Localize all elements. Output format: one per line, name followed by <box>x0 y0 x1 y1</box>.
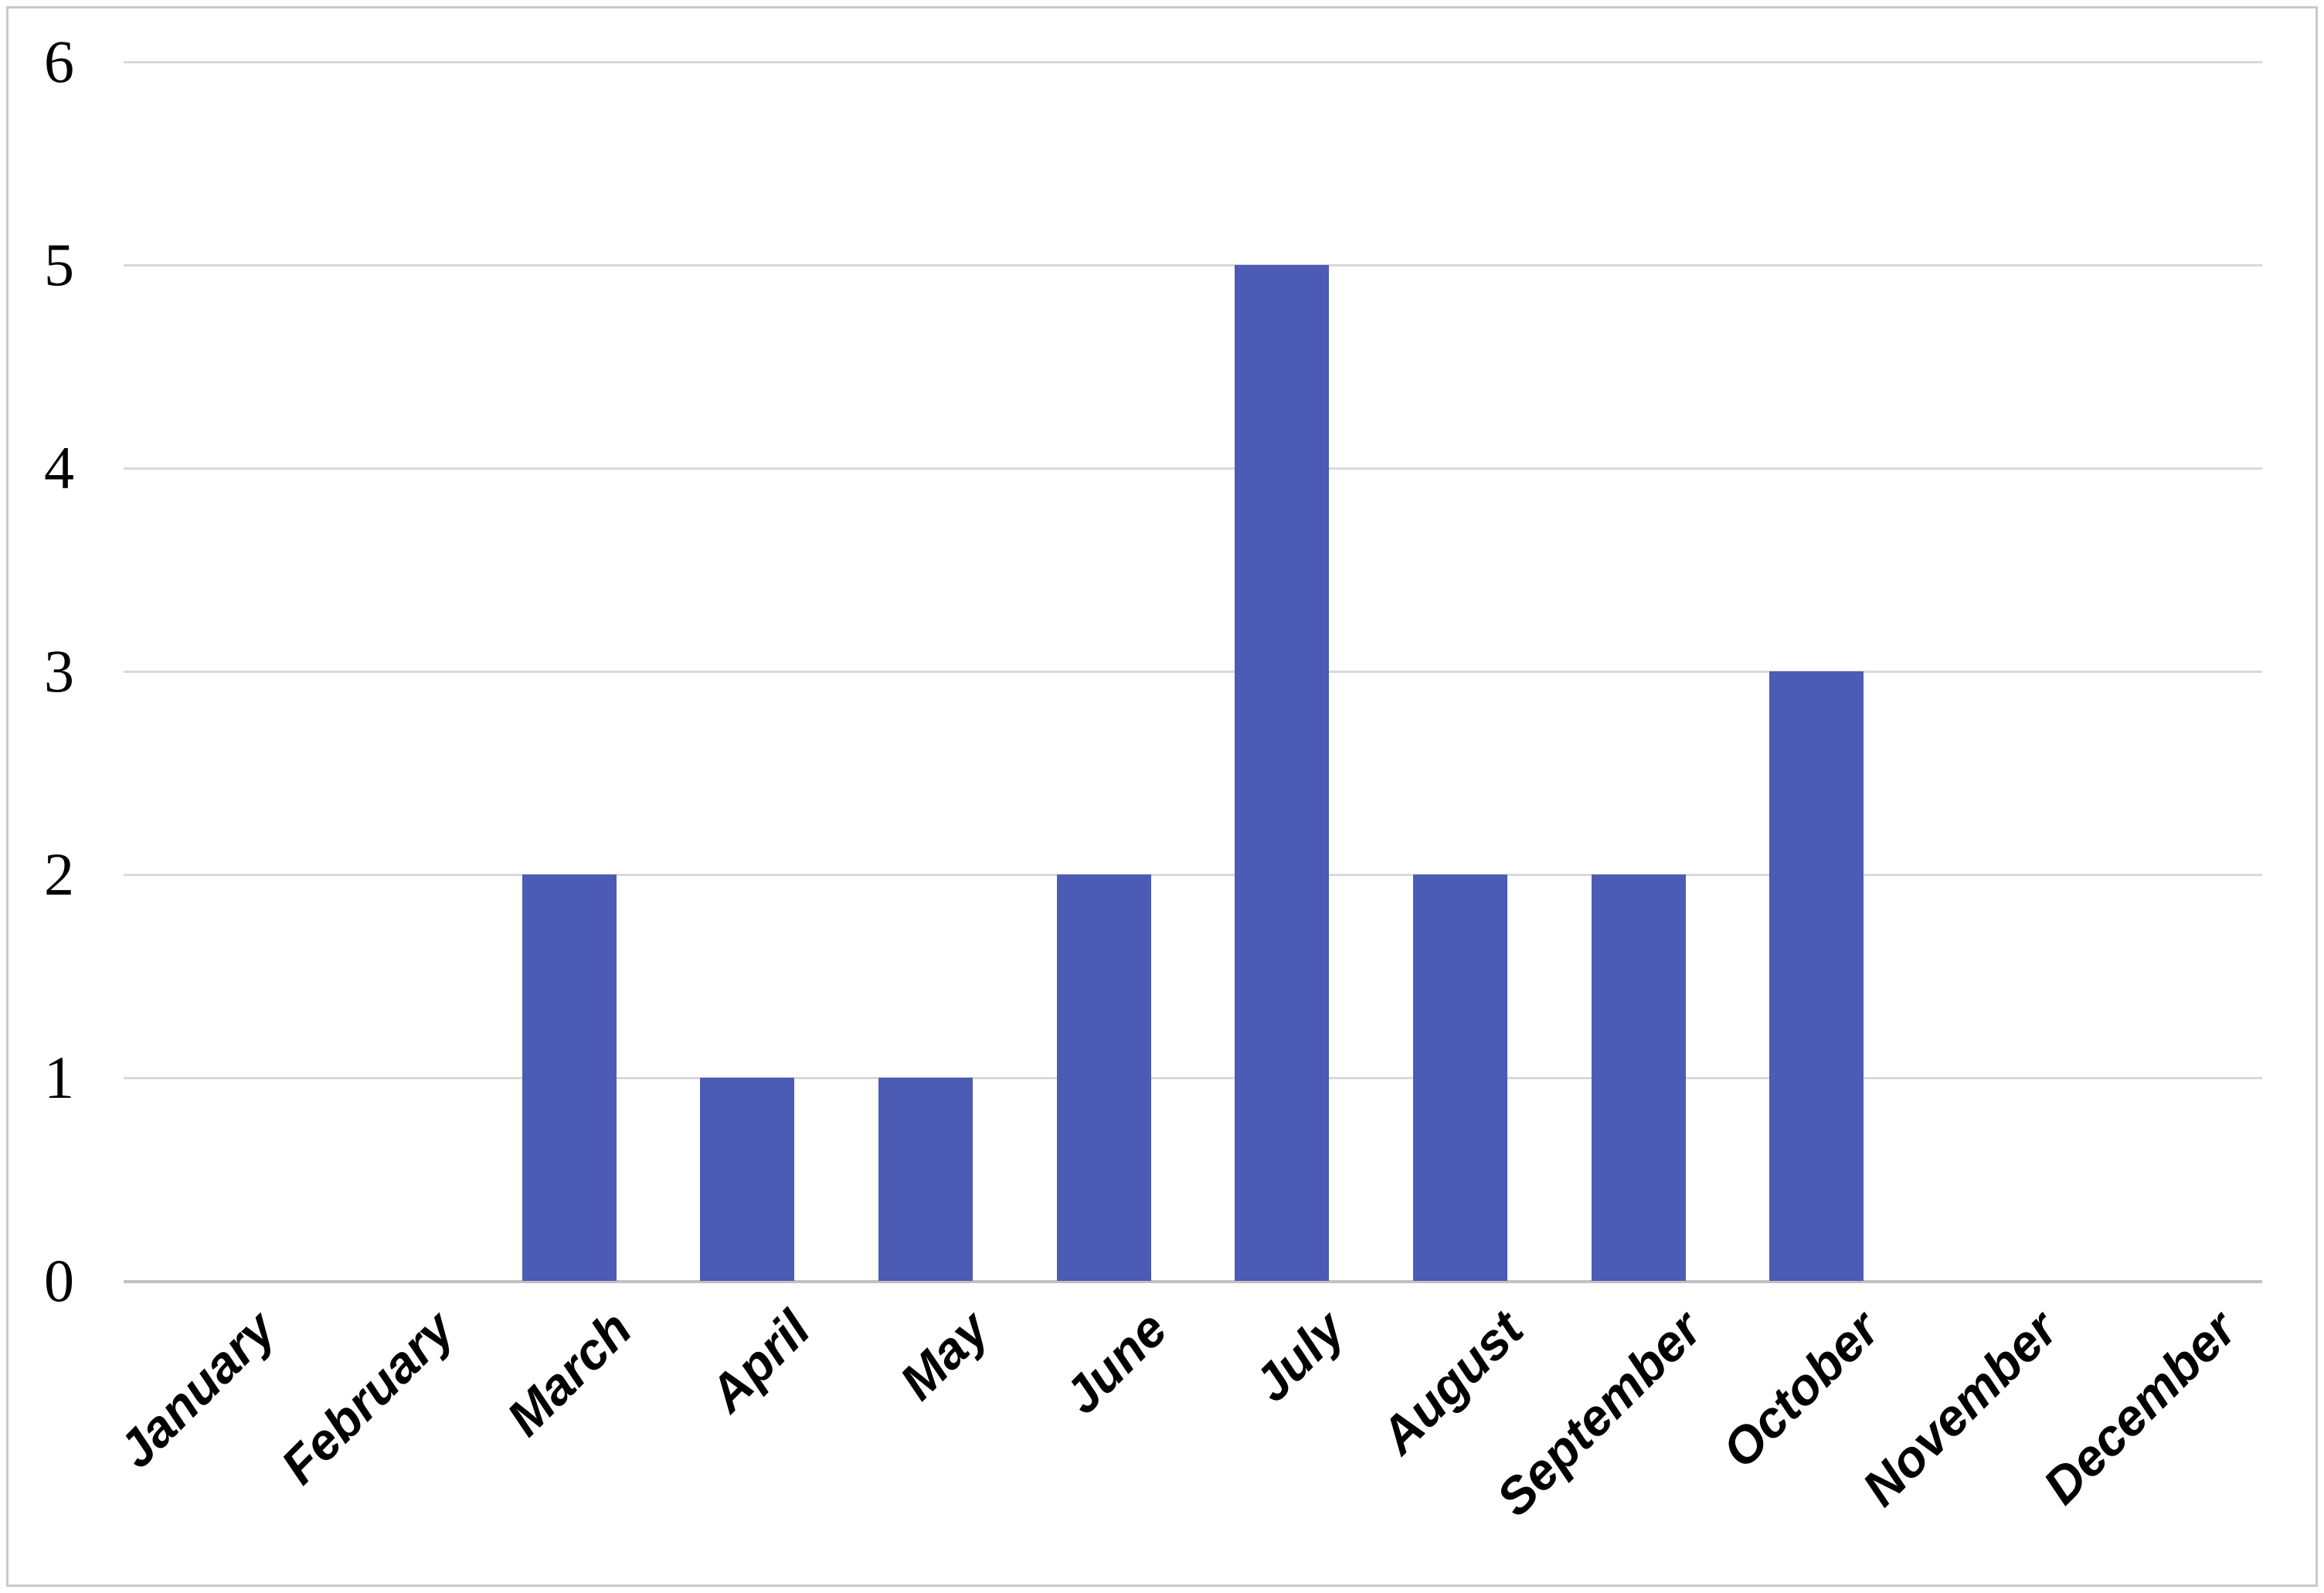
y-tick-label-0: 0 <box>44 1247 74 1314</box>
x-tick-label-july: July <box>1242 1299 1356 1413</box>
x-tick-label-may: May <box>888 1299 999 1411</box>
bar-september <box>1591 875 1686 1281</box>
x-tick-label-june: June <box>1052 1299 1177 1425</box>
y-tick-label-3: 3 <box>44 637 74 705</box>
bar-may <box>878 1078 973 1281</box>
bar-march <box>522 875 617 1281</box>
y-tick-label-4: 4 <box>44 434 74 501</box>
x-tick-label-august: August <box>1368 1299 1534 1465</box>
bar-april <box>700 1078 795 1281</box>
y-tick-label-2: 2 <box>44 841 74 908</box>
bar-august <box>1413 875 1507 1281</box>
bar-july <box>1235 265 1330 1281</box>
gridline-y6 <box>124 61 2262 63</box>
x-tick-label-october: October <box>1711 1299 1891 1479</box>
x-tick-label-march: March <box>495 1299 643 1447</box>
gridline-y5 <box>124 264 2262 267</box>
bar-june <box>1056 875 1151 1281</box>
gridline-y3 <box>124 671 2262 673</box>
y-tick-label-5: 5 <box>44 231 74 298</box>
x-tick-label-january: January <box>107 1299 287 1479</box>
y-tick-label-6: 6 <box>44 28 74 95</box>
gridline-y1 <box>124 1077 2262 1079</box>
x-tick-label-november: November <box>1851 1299 2068 1517</box>
x-tick-label-april: April <box>698 1299 821 1423</box>
y-tick-label-1: 1 <box>44 1044 74 1111</box>
x-tick-label-december: December <box>2031 1299 2247 1515</box>
x-axis-line <box>124 1280 2262 1283</box>
gridline-y4 <box>124 467 2262 470</box>
gridline-y2 <box>124 874 2262 876</box>
chart-frame <box>6 6 2318 1587</box>
bar-october <box>1769 671 1864 1281</box>
x-tick-label-february: February <box>269 1299 464 1495</box>
